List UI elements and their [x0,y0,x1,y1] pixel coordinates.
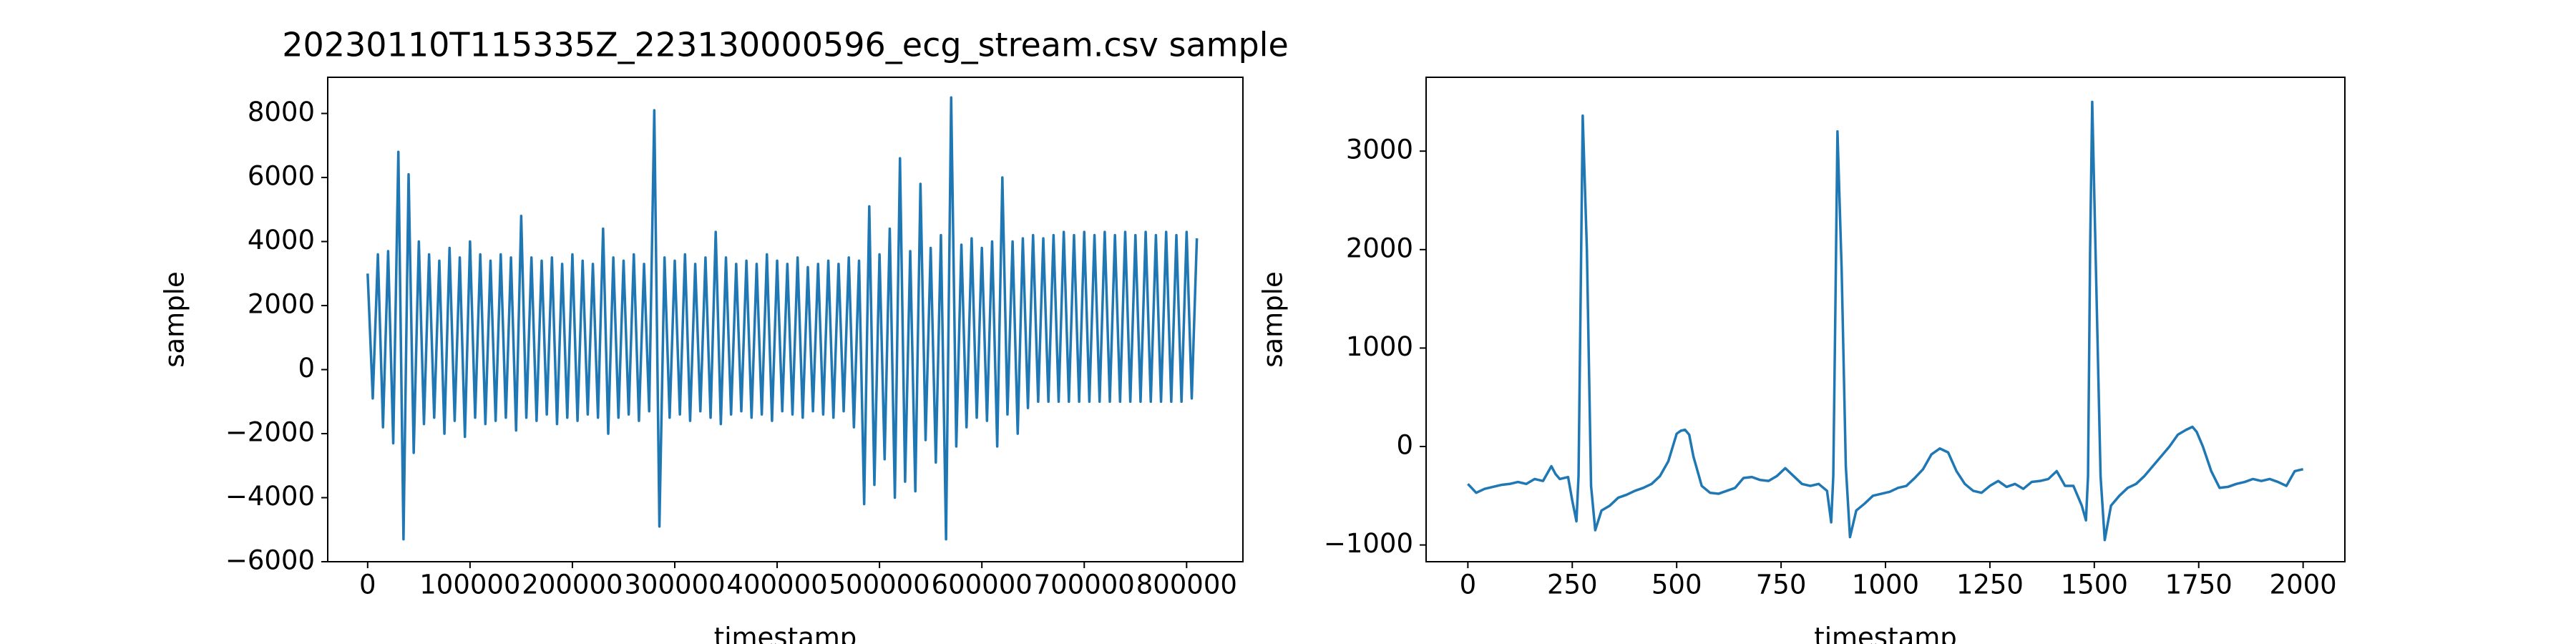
axes-frame [327,77,1244,562]
y-axis-label: sample [1258,271,1289,368]
y-tick-label: 0 [298,353,315,384]
x-tick-label: 700000 [1034,570,1135,600]
x-axis-label: timestamp [714,623,857,644]
x-tick-label: 1000 [1852,570,1919,600]
x-tick-label: 250 [1547,570,1598,600]
y-tick-label: 0 [1396,430,1413,461]
x-tick-label: 750 [1756,570,1807,600]
x-tick-label: 400000 [726,570,827,600]
x-tick-label: 600000 [932,570,1033,600]
x-axis-label: timestamp [1814,623,1957,644]
y-tick-label: 1000 [1346,331,1413,362]
x-tick-label: 200000 [522,570,623,600]
x-tick-label: 500000 [829,570,930,600]
x-tick-label: 800000 [1136,570,1237,600]
x-tick-label: 500 [1652,570,1702,600]
y-tick-label: −6000 [225,545,315,576]
y-tick-label: 2000 [248,289,315,320]
y-tick-label: −2000 [225,417,315,448]
x-tick-label: 0 [1460,570,1477,600]
data-line [366,96,1199,541]
x-tick-label: 300000 [624,570,725,600]
chart-title: 20230110T115335Z_223130000596_ecg_stream… [282,26,1289,64]
y-tick-label: 2000 [1346,233,1413,263]
y-tick-label: 8000 [248,97,315,127]
x-tick-label: 0 [359,570,376,600]
y-axis-label: sample [160,271,190,368]
y-tick-label: −1000 [1324,528,1413,559]
data-line [1467,100,2304,542]
x-tick-label: 100000 [419,570,520,600]
y-tick-label: 4000 [248,225,315,255]
x-tick-label: 2000 [2270,570,2337,600]
x-tick-label: 1250 [1956,570,2024,600]
x-tick-label: 1750 [2165,570,2233,600]
y-tick-label: −4000 [225,481,315,512]
x-tick-label: 1500 [2061,570,2128,600]
y-tick-label: 3000 [1346,135,1413,165]
y-tick-label: 6000 [248,161,315,192]
